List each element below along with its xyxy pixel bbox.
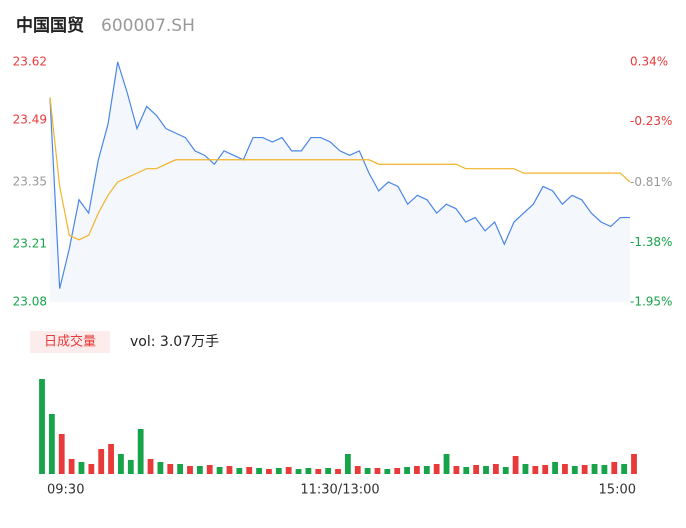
volume-bar <box>118 454 124 474</box>
volume-bar <box>335 469 341 474</box>
volume-bar <box>591 464 598 474</box>
y2-tick-label: -1.95% <box>630 295 672 309</box>
volume-bar <box>137 429 144 474</box>
volume-bar <box>394 468 401 474</box>
volume-bar <box>562 464 568 474</box>
average-line <box>49 97 631 241</box>
stock-code: 600007.SH <box>101 16 195 36</box>
volume-bar <box>374 468 381 474</box>
volume-bar <box>39 379 45 474</box>
volume-bar <box>404 467 410 474</box>
volume-bar <box>453 466 460 474</box>
price-area <box>50 62 630 302</box>
x-tick-label: 15:00 <box>599 483 636 498</box>
volume-bar <box>621 464 628 474</box>
volume-bar <box>473 465 480 474</box>
volume-bar <box>167 464 174 474</box>
volume-bar <box>206 465 213 474</box>
volume-bar <box>88 464 95 474</box>
volume-bar <box>581 465 588 474</box>
volume-bar <box>532 466 539 474</box>
volume-total: vol: 3.07万手 <box>130 334 219 350</box>
volume-bar <box>463 467 470 474</box>
y-tick-label: 23.21 <box>13 237 47 251</box>
volume-bar <box>315 469 322 474</box>
volume-bar <box>433 464 440 474</box>
volume-bar <box>147 459 154 474</box>
volume-bar <box>266 469 272 474</box>
volume-bar <box>611 462 618 474</box>
volume-title: 日成交量 <box>44 334 96 350</box>
volume-bar <box>631 454 637 474</box>
volume-bar <box>216 467 223 474</box>
volume-bar <box>601 465 608 474</box>
volume-bar <box>552 462 558 474</box>
volume-bar <box>236 468 243 474</box>
volume-bar <box>384 469 391 474</box>
y-tick-label: 23.62 <box>13 55 47 69</box>
volume-bar <box>423 466 430 474</box>
volume-bar <box>226 466 233 474</box>
volume-bar <box>364 468 371 474</box>
volume-bar <box>98 449 105 474</box>
volume-bar <box>108 444 114 474</box>
stock-name: 中国国贸 <box>16 15 84 36</box>
y2-tick-label: 0.34% <box>630 55 668 69</box>
volume-bar <box>196 466 203 474</box>
volume-bar <box>256 468 262 474</box>
volume-badge <box>30 331 110 353</box>
volume-bar <box>492 464 499 474</box>
volume-bar <box>325 468 332 474</box>
y-tick-label: 23.35 <box>13 175 47 189</box>
volume-bar <box>285 467 292 474</box>
volume-bar <box>522 464 529 474</box>
volume-bar <box>48 414 55 474</box>
volume-bar <box>542 465 549 474</box>
x-tick-label: 09:30 <box>47 483 84 498</box>
price-line <box>49 61 630 289</box>
volume-bar <box>443 454 450 474</box>
volume-bar <box>157 462 164 474</box>
volume-bar <box>305 468 312 474</box>
volume-bar <box>68 459 75 474</box>
y2-tick-label: -1.38% <box>630 235 672 249</box>
y2-tick-label: -0.81% <box>630 175 672 189</box>
volume-bar <box>354 466 361 474</box>
volume-bar <box>127 460 134 474</box>
volume-bar <box>502 467 509 474</box>
y-tick-label: 23.08 <box>13 295 47 309</box>
volume-bar <box>414 466 420 474</box>
volume-bar <box>571 466 578 474</box>
volume-bar <box>512 456 519 474</box>
volume-bar <box>275 468 282 474</box>
volume-bar <box>177 464 184 474</box>
volume-bar <box>295 469 302 474</box>
volume-bar <box>58 434 65 474</box>
volume-bar <box>246 467 253 474</box>
x-tick-label: 11:30/13:00 <box>300 483 379 498</box>
volume-bar <box>187 466 193 474</box>
volume-bar <box>78 462 85 474</box>
y-tick-label: 23.49 <box>13 112 47 126</box>
volume-bar <box>483 466 489 474</box>
volume-bar <box>344 454 351 474</box>
y2-tick-label: -0.23% <box>630 114 672 128</box>
